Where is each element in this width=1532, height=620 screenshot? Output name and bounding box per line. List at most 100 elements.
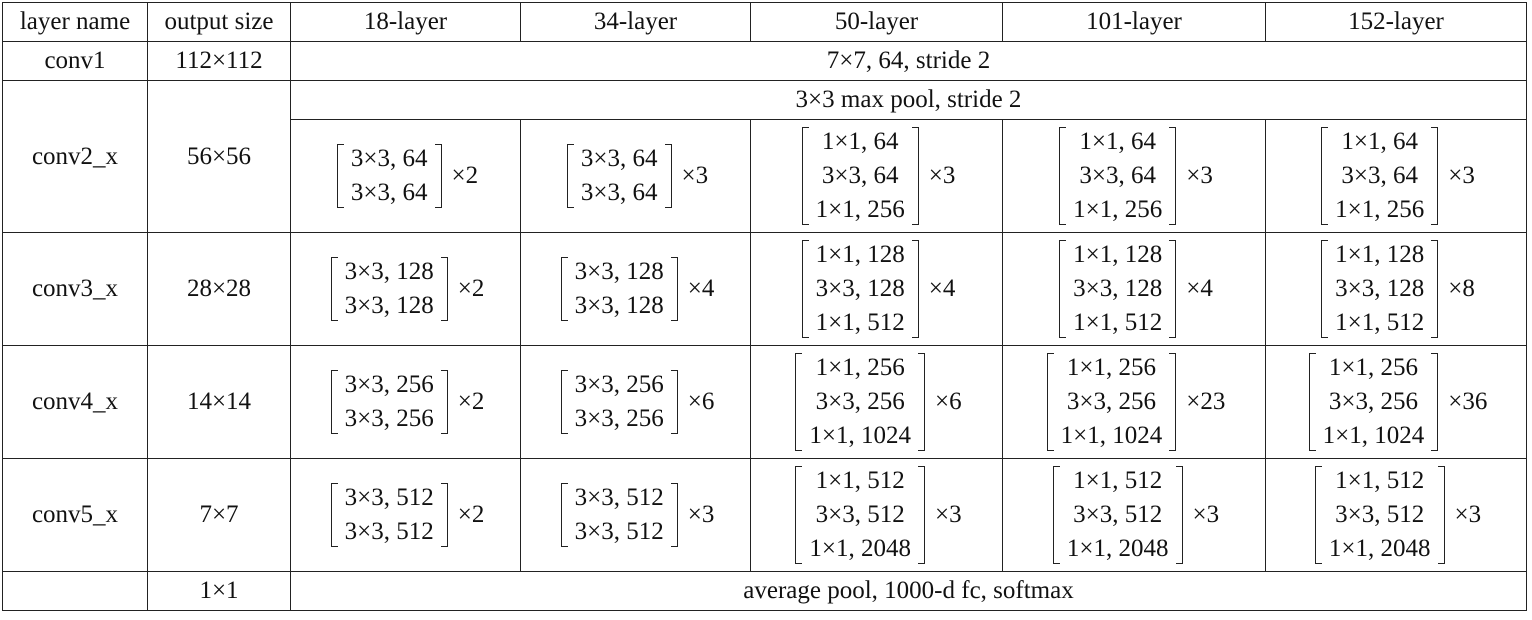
repeat-multiplier: ×8 [1448, 275, 1475, 302]
bracket-matrix: 1×1, 512 3×3, 512 1×1, 2048 [1049, 464, 1187, 566]
kernel-spec: 1×1, 512 [1073, 309, 1163, 336]
kernel-spec: 1×1, 512 [1335, 309, 1425, 336]
header-layer-name: layer name [2, 2, 148, 42]
stage-output-size: 56×56 [147, 80, 291, 233]
bracket-matrix: 1×1, 512 3×3, 512 1×1, 2048 [791, 464, 929, 566]
kernel-spec: 3×3, 64 [1079, 162, 1156, 189]
bracket-matrix: 3×3, 256 3×3, 256 [327, 368, 452, 436]
kernel-spec: 1×1, 256 [815, 196, 905, 223]
bracket-matrix: 3×3, 64 3×3, 64 [563, 142, 676, 210]
repeat-multiplier: ×3 [1448, 162, 1475, 189]
stage-output-size: 7×7 [147, 458, 291, 572]
kernel-spec: 1×1, 2048 [1328, 535, 1431, 562]
residual-block: 1×1, 512 3×3, 512 1×1, 2048 ×3 [791, 464, 962, 566]
block-cell: 3×3, 512 3×3, 512 ×3 [520, 458, 751, 572]
kernel-spec: 1×1, 64 [1341, 128, 1418, 155]
stage-row: conv3_x 28×28 3×3, 128 3×3, 128 ×2 3×3, 128 3×… [2, 232, 1527, 346]
pool-row: conv2_x 56×56 3×3 max pool, stride 2 [2, 80, 1527, 233]
bracket-matrix: 1×1, 128 3×3, 128 1×1, 512 [1055, 238, 1180, 340]
header-101-layer: 101-layer [1002, 2, 1266, 42]
header-50-layer: 50-layer [750, 2, 1003, 42]
header-152-layer: 152-layer [1265, 2, 1527, 42]
residual-block: 1×1, 256 3×3, 256 1×1, 1024 ×23 [1043, 351, 1225, 453]
conv1-spec: 7×7, 64, stride 2 [290, 41, 1527, 81]
kernel-spec: 3×3, 512 [1073, 501, 1163, 528]
kernel-spec: 3×3, 128 [1335, 275, 1425, 302]
repeat-multiplier: ×3 [935, 501, 962, 528]
kernel-spec: 3×3, 512 [574, 484, 664, 511]
bracket-matrix: 1×1, 256 3×3, 256 1×1, 1024 [1043, 351, 1181, 453]
bracket-matrix: 3×3, 128 3×3, 128 [327, 255, 452, 323]
kernel-spec: 1×1, 256 [1066, 354, 1156, 381]
kernel-spec: 3×3, 256 [574, 405, 664, 432]
residual-block: 3×3, 64 3×3, 64 ×3 [563, 142, 708, 210]
block-cell: 1×1, 512 3×3, 512 1×1, 2048 ×3 [1265, 458, 1527, 572]
repeat-multiplier: ×2 [457, 501, 485, 528]
bracket-matrix: 3×3, 128 3×3, 128 [557, 255, 682, 323]
residual-block: 3×3, 256 3×3, 256 ×6 [557, 368, 714, 436]
header-row: layer name output size 18-layer 34-layer… [2, 2, 1527, 42]
kernel-spec: 3×3, 256 [574, 371, 664, 398]
block-cell: 3×3, 128 3×3, 128 ×4 [520, 232, 751, 346]
bracket-matrix: 3×3, 512 3×3, 512 [557, 481, 682, 549]
repeat-multiplier: ×4 [1186, 275, 1213, 302]
block-cell: 1×1, 512 3×3, 512 1×1, 2048 ×3 [750, 458, 1003, 572]
kernel-spec: 3×3, 128 [1073, 275, 1163, 302]
bracket-matrix: 1×1, 512 3×3, 512 1×1, 2048 [1311, 464, 1449, 566]
kernel-spec: 3×3, 128 [815, 275, 905, 302]
kernel-spec: 1×1, 128 [1335, 241, 1425, 268]
residual-block: 3×3, 64 3×3, 64 ×2 [333, 142, 478, 210]
kernel-spec: 1×1, 512 [1073, 467, 1163, 494]
block-cell: 3×3, 64 3×3, 64 ×2 [290, 119, 521, 233]
residual-block: 1×1, 64 3×3, 64 1×1, 256 ×3 [1317, 125, 1475, 227]
residual-block: 1×1, 64 3×3, 64 1×1, 256 ×3 [1055, 125, 1213, 227]
stage-name: conv4_x [2, 345, 148, 459]
residual-block: 1×1, 512 3×3, 512 1×1, 2048 ×3 [1049, 464, 1219, 566]
repeat-multiplier: ×3 [1454, 501, 1482, 528]
residual-block: 1×1, 128 3×3, 128 1×1, 512 ×4 [1055, 238, 1213, 340]
repeat-multiplier: ×3 [687, 501, 715, 528]
repeat-multiplier: ×4 [928, 275, 956, 302]
stage-name: conv3_x [2, 232, 148, 346]
kernel-spec: 3×3, 128 [344, 292, 434, 319]
kernel-spec: 3×3, 128 [574, 292, 664, 319]
kernel-spec: 1×1, 64 [821, 128, 899, 155]
repeat-multiplier: ×36 [1448, 388, 1488, 415]
block-cell: 3×3, 128 3×3, 128 ×2 [290, 232, 521, 346]
stage-name: conv2_x [2, 80, 148, 233]
kernel-spec: 1×1, 256 [815, 354, 905, 381]
kernel-spec: 3×3, 128 [344, 258, 434, 285]
kernel-spec: 1×1, 1024 [809, 422, 911, 449]
kernel-spec: 3×3, 512 [1335, 501, 1425, 528]
final-spec: average pool, 1000-d fc, softmax [290, 571, 1527, 611]
kernel-spec: 1×1, 512 [815, 309, 905, 336]
residual-block: 1×1, 512 3×3, 512 1×1, 2048 ×3 [1311, 464, 1481, 566]
stage-output-size: 28×28 [147, 232, 291, 346]
repeat-multiplier: ×2 [451, 162, 479, 189]
block-cell: 3×3, 64 3×3, 64 ×3 [520, 119, 751, 233]
kernel-spec: 1×1, 2048 [1066, 535, 1169, 562]
repeat-multiplier: ×3 [928, 162, 956, 189]
residual-block: 1×1, 64 3×3, 64 1×1, 256 ×3 [798, 125, 956, 227]
kernel-spec: 1×1, 256 [1328, 354, 1418, 381]
repeat-multiplier: ×3 [1186, 162, 1213, 189]
kernel-spec: 1×1, 256 [1073, 196, 1163, 223]
bracket-matrix: 3×3, 64 3×3, 64 [333, 142, 446, 210]
residual-block: 3×3, 512 3×3, 512 ×3 [557, 481, 715, 549]
residual-block: 1×1, 256 3×3, 256 1×1, 1024 ×36 [1305, 351, 1488, 453]
kernel-spec: 3×3, 256 [1328, 388, 1418, 415]
kernel-spec: 3×3, 64 [580, 145, 658, 172]
bracket-matrix: 3×3, 256 3×3, 256 [557, 368, 682, 436]
conv1-name: conv1 [2, 41, 148, 81]
residual-block: 3×3, 128 3×3, 128 ×2 [327, 255, 485, 323]
repeat-multiplier: ×2 [457, 275, 485, 302]
kernel-spec: 3×3, 512 [344, 518, 434, 545]
architecture-table: layer name output size 18-layer 34-layer… [2, 2, 1527, 611]
repeat-multiplier: ×2 [457, 388, 485, 415]
kernel-spec: 1×1, 128 [1073, 241, 1163, 268]
stage-name: conv5_x [2, 458, 148, 572]
kernel-spec: 1×1, 1024 [1060, 422, 1163, 449]
block-cell: 1×1, 128 3×3, 128 1×1, 512 ×4 [1002, 232, 1266, 346]
residual-block: 3×3, 512 3×3, 512 ×2 [327, 481, 485, 549]
